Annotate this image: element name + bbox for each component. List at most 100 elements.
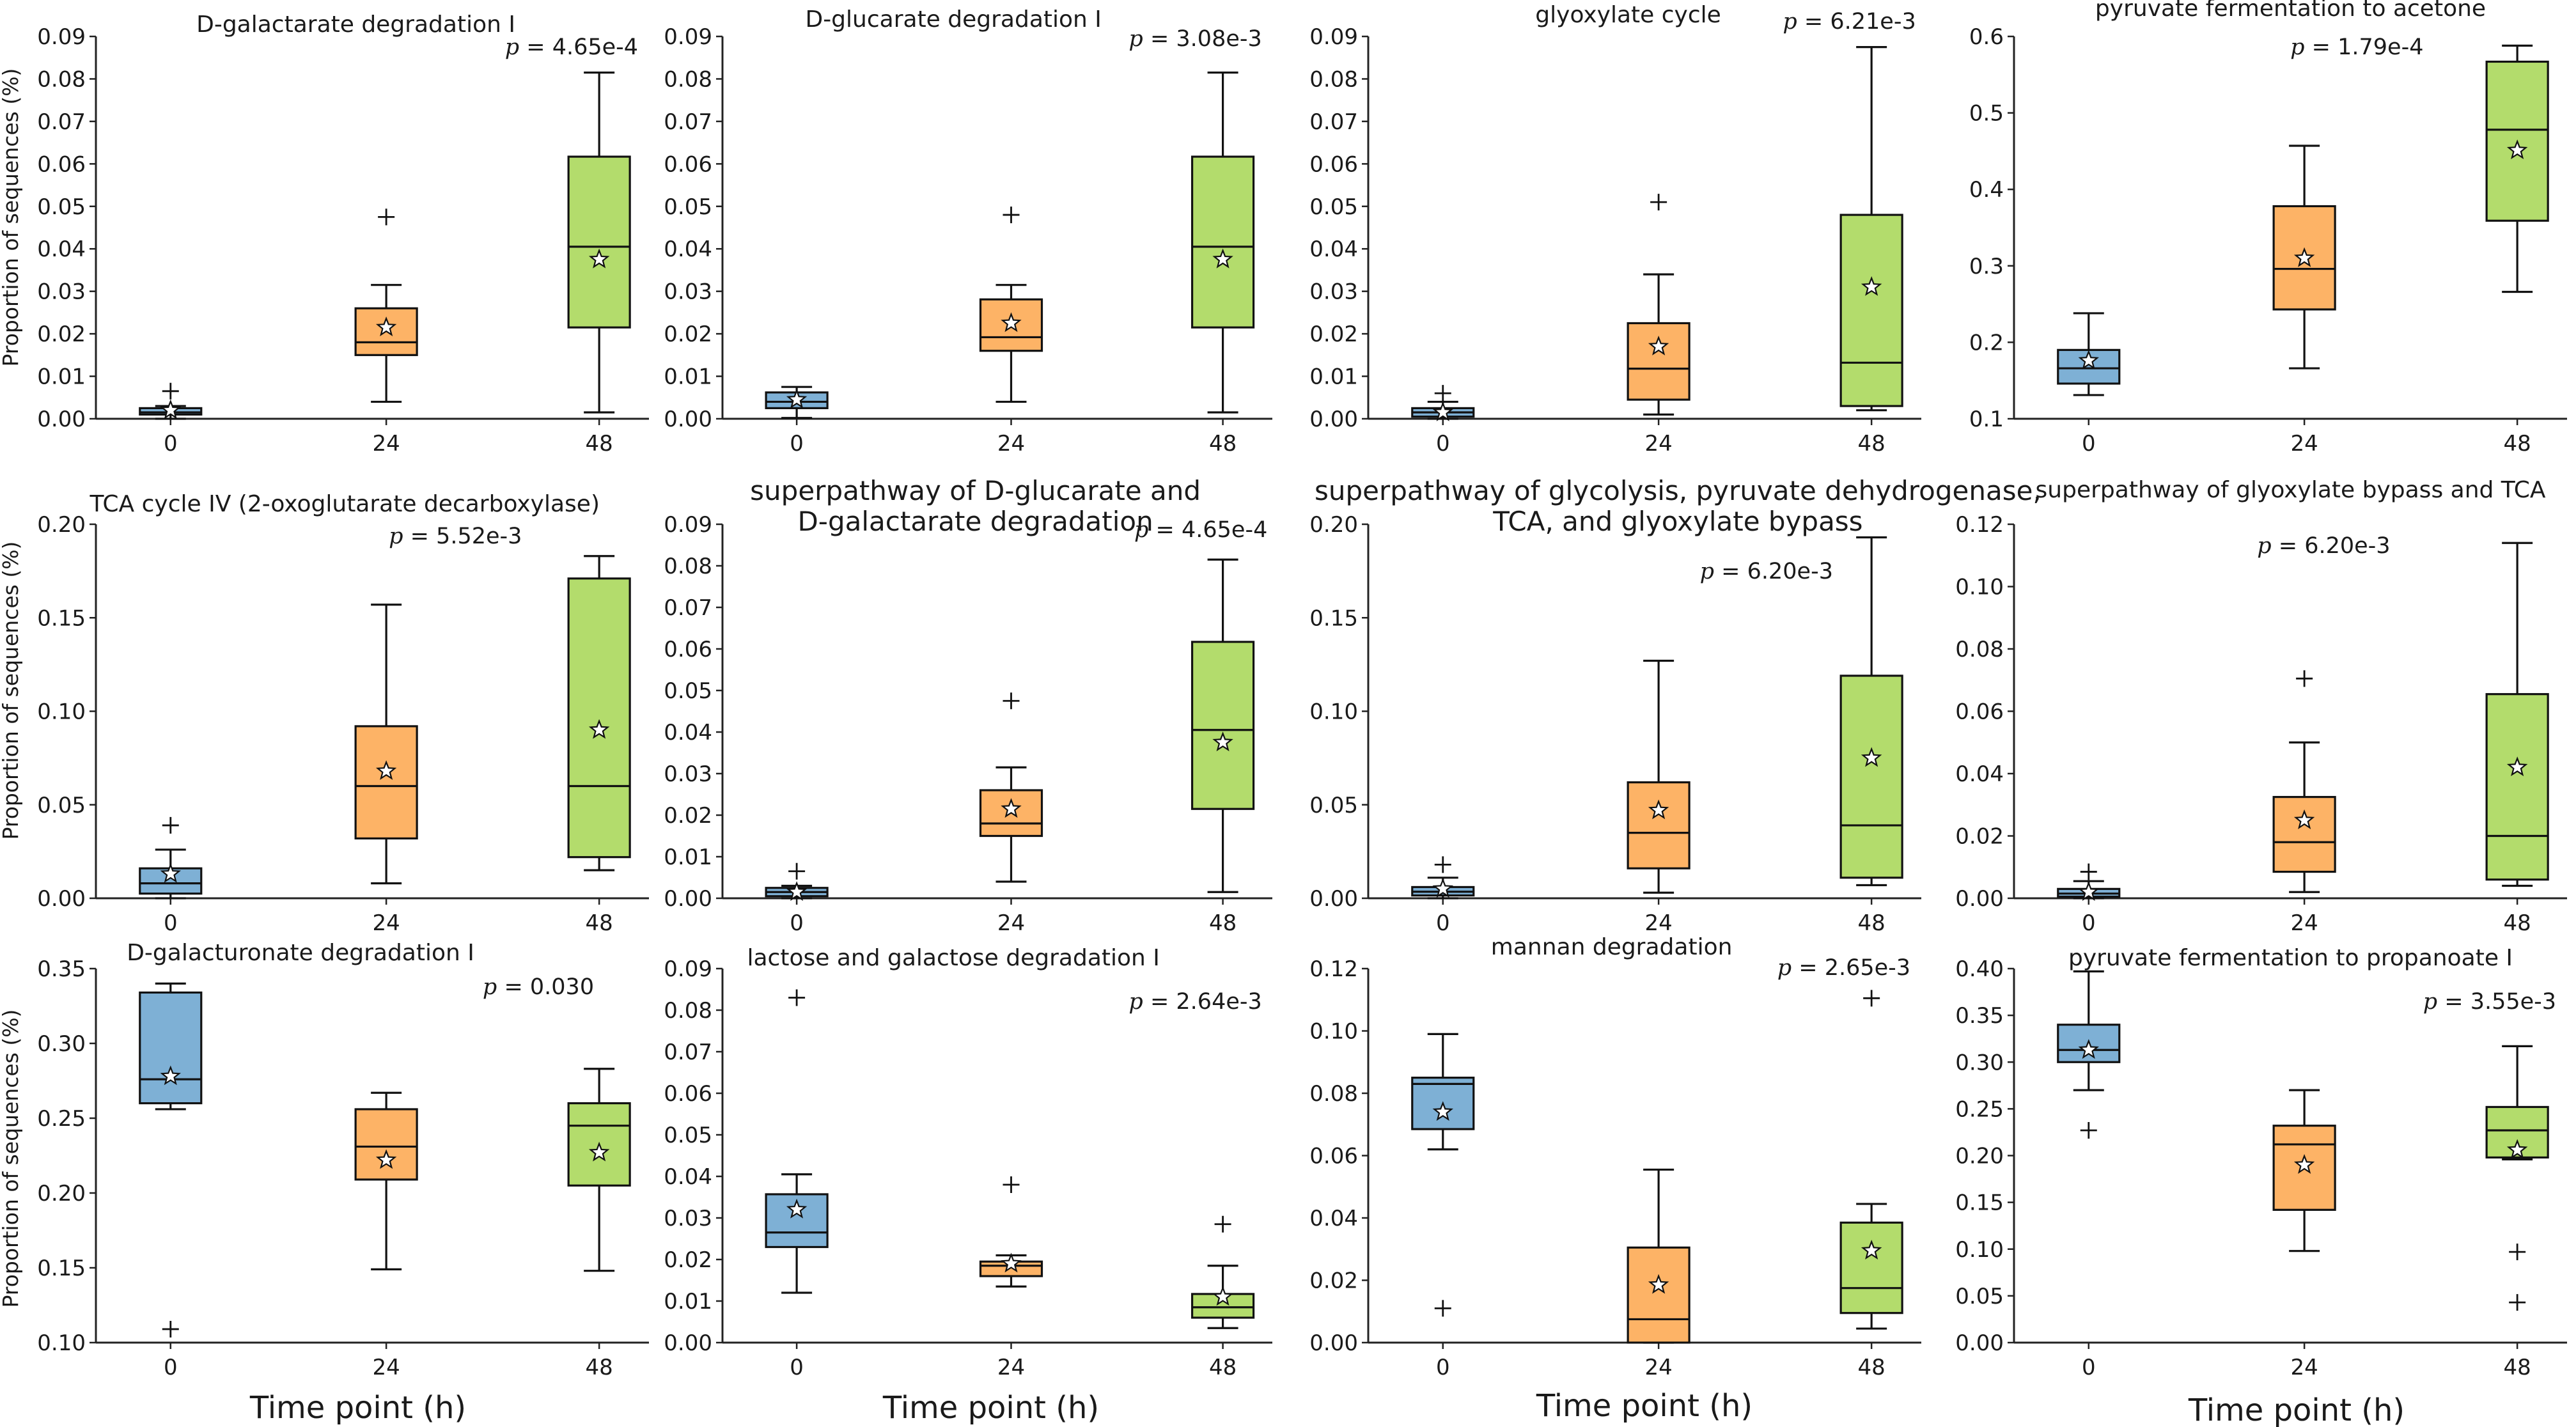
outlier-marker <box>1003 692 1020 710</box>
mean-star-icon <box>2506 756 2528 777</box>
p-value-label: p = 6.20e-3 <box>2257 533 2390 559</box>
y-tick-label: 0.09 <box>664 956 712 982</box>
y-tick-label: 0.06 <box>664 152 712 177</box>
box-48h <box>2485 44 2549 293</box>
y-tick-label: 0.35 <box>1955 1003 2004 1029</box>
y-tick-label: 0.25 <box>37 1106 86 1132</box>
y-tick-label: 0.05 <box>664 194 712 220</box>
box-48h <box>1190 71 1255 414</box>
p-value-label: p = 0.030 <box>483 974 594 1000</box>
iqr-box <box>567 155 631 329</box>
y-tick-label: 0.12 <box>1955 512 2004 538</box>
box-0h <box>2057 970 2121 1139</box>
mean-star-icon <box>588 248 610 269</box>
y-tick-label: 0.05 <box>1309 194 1358 220</box>
x-tick-label: 48 <box>586 431 613 456</box>
x-tick-label: 48 <box>1858 910 1885 936</box>
y-tick-label: 0.09 <box>37 24 86 50</box>
iqr-box <box>1627 322 1690 401</box>
p-value-label: p = 6.20e-3 <box>1700 559 1833 584</box>
panel-6: 0.00 0.01 0.02 0.03 0.04 0.05 0.06 0.07 0.08 0.09… <box>664 475 1272 936</box>
box-48h <box>567 1068 631 1272</box>
y-tick-label: 0.06 <box>664 1081 712 1107</box>
x-tick-label: 0 <box>164 431 178 456</box>
p-value-label: p = 3.55e-3 <box>2423 989 2556 1015</box>
mean-star-icon <box>2078 1039 2100 1059</box>
y-tick-label: 0.02 <box>1309 322 1358 347</box>
box-24h <box>979 692 1043 883</box>
y-tick-label: 0.15 <box>1955 1190 2004 1216</box>
x-tick-label: 48 <box>1858 1355 1885 1380</box>
box-24h <box>354 604 418 885</box>
y-tick-label: 0.02 <box>664 803 712 829</box>
y-tick-label: 0.3 <box>1969 254 2004 279</box>
x-axis-label-col-1: Time point (h) <box>249 1390 466 1426</box>
y-tick-label: 0.02 <box>37 322 86 347</box>
x-tick-label: 24 <box>997 431 1025 456</box>
box-48h <box>1190 1215 1255 1329</box>
figure-labels: Proportion of sequences (%) Proportion o… <box>0 68 2405 1427</box>
panel-12: 0.00 0.05 0.10 0.15 0.20 0.25 0.30 0.35 0.40 0 24 4… <box>1955 945 2567 1380</box>
y-tick-label: 0.6 <box>1969 24 2004 50</box>
panel-10: 0.00 0.01 0.02 0.03 0.04 0.05 0.06 0.07 0.08 0.09… <box>664 945 1272 1380</box>
box-0h <box>139 982 203 1337</box>
iqr-box <box>1627 1246 1690 1344</box>
x-tick-label: 24 <box>997 1355 1025 1380</box>
y-tick-label: 0.00 <box>37 407 86 432</box>
y-tick-label: 0.5 <box>1969 101 2004 127</box>
mean-star-icon <box>375 1149 397 1169</box>
box-0h <box>765 989 829 1294</box>
outlier-marker <box>2509 1244 2526 1261</box>
y-tick-label: 0.03 <box>1309 279 1358 305</box>
box-48h <box>1839 990 1903 1330</box>
x-tick-label: 48 <box>586 910 613 936</box>
box-0h <box>2057 863 2121 901</box>
y-tick-label: 0.00 <box>1955 886 2004 912</box>
x-tick-label: 0 <box>2082 910 2096 936</box>
y-tick-label: 0.02 <box>1955 824 2004 850</box>
y-tick-label: 0.00 <box>1955 1330 2004 1356</box>
p-value-label: p = 3.08e-3 <box>1128 26 1261 52</box>
iqr-box <box>354 1108 418 1181</box>
panel-title: D-galacturonate degradation I <box>127 940 474 966</box>
y-axis-label-row-3: Proportion of sequences (%) <box>0 1010 23 1308</box>
iqr-box <box>2272 795 2336 873</box>
y-tick-label: 0.12 <box>1309 956 1358 982</box>
mean-star-icon <box>1432 401 1454 421</box>
outlier-marker <box>2296 670 2313 687</box>
panel-2: 0.00 0.01 0.02 0.03 0.04 0.05 0.06 0.07 0.08 0.09… <box>664 6 1272 456</box>
box-24h <box>2272 144 2336 370</box>
panel-title: mannan degradation <box>1491 934 1733 960</box>
outlier-marker <box>1434 856 1451 873</box>
y-tick-label: 0.00 <box>1309 407 1358 432</box>
panel-11: 0.00 0.02 0.04 0.06 0.08 0.10 0.12 0 24 48 mannan … <box>1309 934 1921 1380</box>
y-tick-label: 0.04 <box>1309 237 1358 262</box>
x-tick-label: 48 <box>586 1355 613 1380</box>
y-tick-label: 0.08 <box>664 554 712 579</box>
x-tick-label: 24 <box>1644 1355 1672 1380</box>
p-value-label: p = 2.64e-3 <box>1128 989 1261 1015</box>
panels-group: 0.00 0.01 0.02 0.03 0.04 0.05 0.06 0.07 0.08 0.09… <box>37 0 2567 1380</box>
y-tick-label: 0.08 <box>1309 66 1358 92</box>
y-tick-label: 0.01 <box>664 845 712 870</box>
iqr-box <box>139 991 203 1105</box>
panel-9: 0.10 0.15 0.20 0.25 0.30 0.35 0 24 48 D-galacturo… <box>37 940 649 1380</box>
x-tick-label: 24 <box>1644 431 1672 456</box>
x-tick-label: 0 <box>2082 1355 2096 1380</box>
y-tick-label: 0.09 <box>664 512 712 538</box>
y-tick-label: 0.04 <box>1955 761 2004 787</box>
iqr-box <box>1190 641 1255 810</box>
outlier-marker <box>2080 1122 2097 1139</box>
iqr-box <box>567 577 631 859</box>
outlier-marker <box>162 816 179 834</box>
mean-star-icon <box>1432 878 1454 898</box>
iqr-box <box>765 1193 829 1249</box>
x-tick-label: 0 <box>164 910 178 936</box>
mean-star-icon <box>1212 731 1233 752</box>
y-tick-label: 0.15 <box>37 605 86 631</box>
y-tick-label: 0.00 <box>37 886 86 912</box>
panel-title: glyoxylate cycle <box>1535 2 1721 28</box>
mean-star-icon <box>2293 1154 2315 1174</box>
y-tick-label: 0.03 <box>37 279 86 305</box>
y-tick-label: 0.04 <box>37 237 86 262</box>
